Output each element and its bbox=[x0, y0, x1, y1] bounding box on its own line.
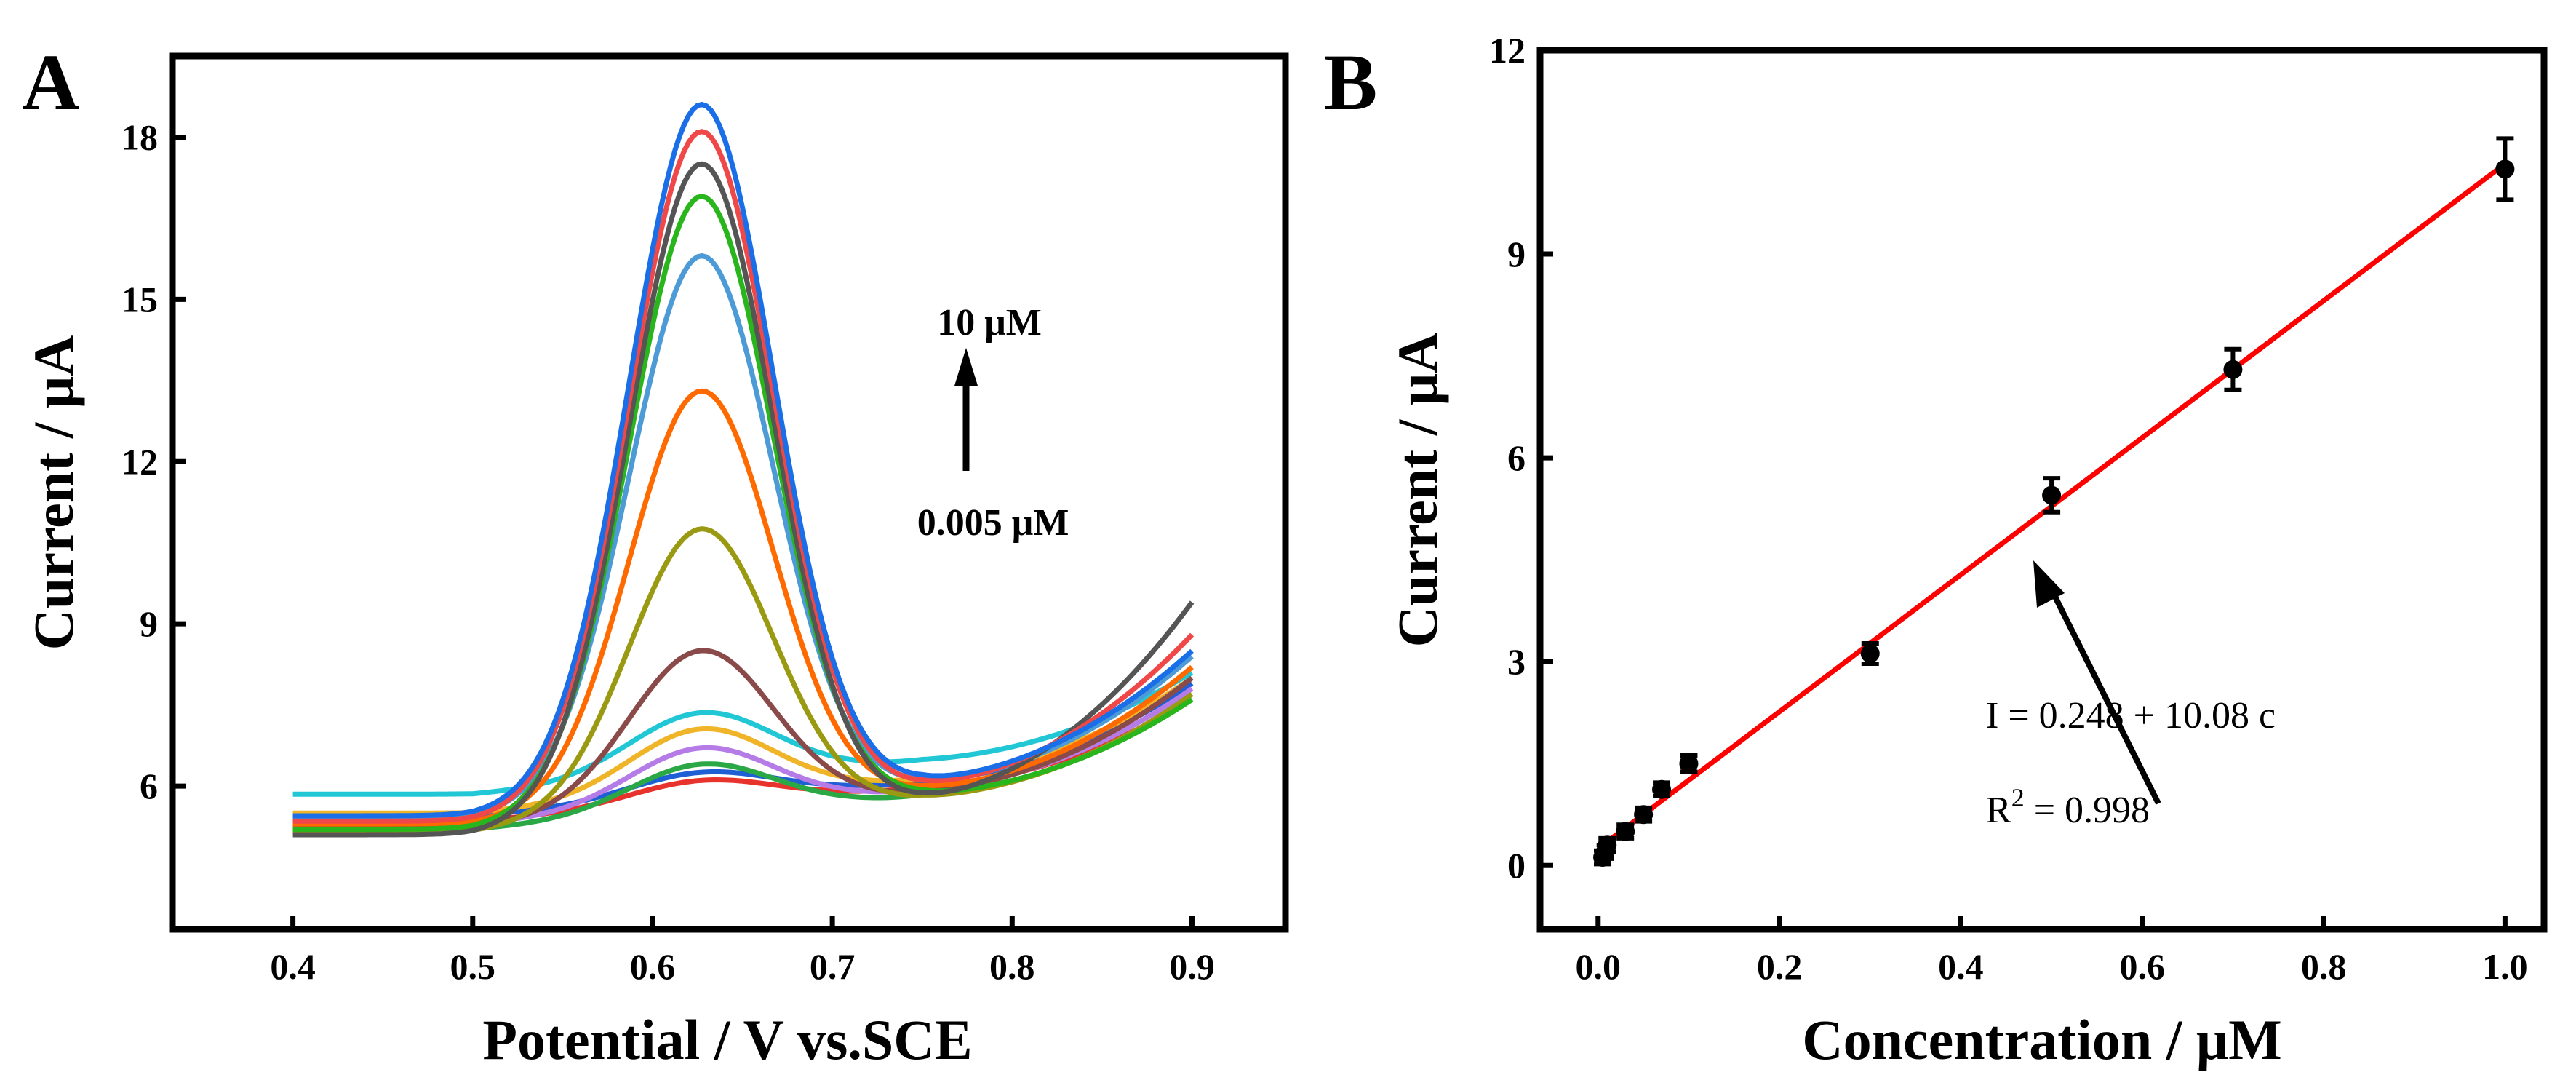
panel-b: B 0.0 0.2 0.4 0.6 0.8 1.0 0 3 6 9 12 Concentration… bbox=[1324, 30, 2548, 1071]
y-tick-label: 6 bbox=[140, 766, 158, 806]
equation-arrow-line bbox=[2045, 581, 2161, 805]
cv-curve-8 bbox=[292, 526, 1194, 835]
plot-frame-a bbox=[169, 52, 1289, 933]
x-tick-label: 0.4 bbox=[1938, 946, 1984, 987]
panel-label-a: A bbox=[22, 38, 79, 127]
r2-prefix: R bbox=[1986, 790, 2011, 831]
x-tick-label: 0.8 bbox=[2301, 946, 2347, 987]
x-tick-label: 0.7 bbox=[810, 946, 856, 987]
r-squared: R2 = 0.998 bbox=[1986, 783, 2150, 831]
increase-arrow-head bbox=[954, 348, 978, 386]
y-tick-label: 9 bbox=[1507, 234, 1526, 274]
y-tick-label: 0 bbox=[1507, 845, 1526, 886]
y-axis-title-a: Current / μA bbox=[22, 335, 85, 651]
x-tick-label: 1.0 bbox=[2482, 946, 2528, 987]
annotation-bottom: 0.005 μM bbox=[917, 502, 1069, 544]
ticks-a: 0.4 0.5 0.6 0.7 0.8 0.9 6 9 12 15 18 bbox=[121, 116, 1215, 987]
y-tick-label: 9 bbox=[140, 603, 158, 644]
equation-arrow-head bbox=[2033, 560, 2065, 608]
y-tick-label: 15 bbox=[121, 279, 158, 319]
y-tick-label: 3 bbox=[1507, 641, 1526, 682]
plot-b bbox=[1593, 136, 2515, 867]
data-point bbox=[2223, 360, 2243, 379]
data-point bbox=[1598, 835, 1617, 855]
curves-a bbox=[292, 101, 1195, 838]
y-tick-label: 12 bbox=[121, 441, 158, 482]
y-axis-title-b: Current / μA bbox=[1386, 333, 1449, 648]
fit-equation: I = 0.248 + 10.08 c bbox=[1986, 695, 2276, 736]
annotation-top: 10 μM bbox=[937, 302, 1042, 344]
data-point bbox=[2042, 485, 2062, 505]
x-axis-title-b: Concentration / μM bbox=[1802, 1008, 2281, 1071]
x-tick-label: 0.8 bbox=[989, 946, 1035, 987]
data-point bbox=[2495, 159, 2515, 179]
cv-curve-6 bbox=[292, 670, 1194, 797]
data-point bbox=[1634, 805, 1654, 825]
cv-curve-11 bbox=[292, 194, 1194, 832]
x-tick-label: 0.9 bbox=[1169, 946, 1215, 987]
y-tick-label: 18 bbox=[121, 116, 158, 157]
x-tick-label: 0.5 bbox=[450, 946, 496, 987]
ticks-b: 0.0 0.2 0.4 0.6 0.8 1.0 0 3 6 9 12 bbox=[1489, 30, 2528, 987]
x-axis-title-a: Potential / V vs.SCE bbox=[482, 1008, 972, 1071]
plot-frame-b bbox=[1536, 47, 2548, 933]
y-tick-label: 12 bbox=[1489, 30, 1526, 71]
data-point bbox=[1616, 822, 1635, 841]
x-tick-label: 0.6 bbox=[2120, 946, 2166, 987]
data-point bbox=[1652, 779, 1672, 799]
cv-curve-9 bbox=[292, 388, 1194, 827]
cv-curve-14 bbox=[292, 101, 1194, 819]
data-point bbox=[1860, 643, 1880, 663]
panel-label-b: B bbox=[1324, 38, 1377, 127]
x-tick-label: 0.0 bbox=[1576, 946, 1622, 987]
r2-superscript: 2 bbox=[2011, 783, 2025, 812]
data-point bbox=[1679, 754, 1699, 774]
x-tick-label: 0.4 bbox=[270, 946, 316, 987]
panel-a: A 0.4 0.5 0.6 0.7 0.8 0.9 6 9 12 15 18 Potential /… bbox=[22, 38, 1289, 1071]
y-tick-label: 6 bbox=[1507, 437, 1526, 478]
x-tick-label: 0.6 bbox=[630, 946, 676, 987]
x-tick-label: 0.2 bbox=[1757, 946, 1803, 987]
r2-suffix: = 0.998 bbox=[2025, 790, 2150, 831]
